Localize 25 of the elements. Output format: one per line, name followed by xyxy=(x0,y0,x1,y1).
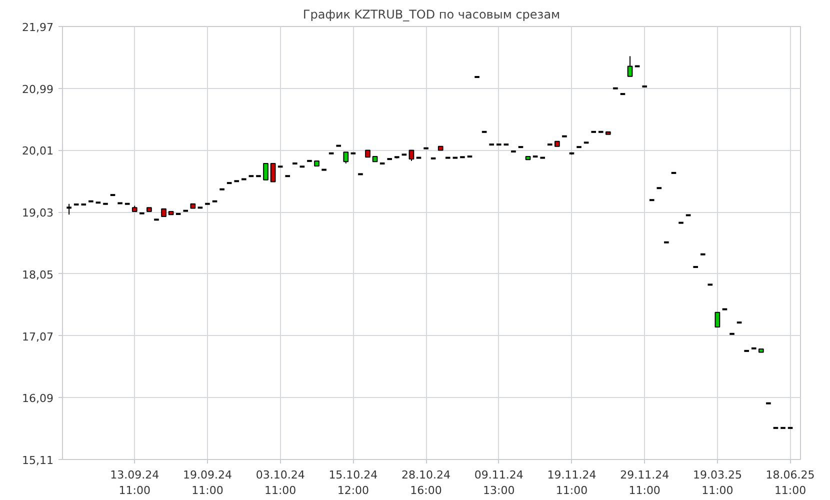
x-tick-label: 29.11.24 11:00 xyxy=(620,468,670,498)
y-tick-label: 21,97 xyxy=(22,21,54,34)
y-tick-label: 18,05 xyxy=(22,268,54,282)
x-tick-label: 15.10.24 12:00 xyxy=(328,468,378,498)
x-tick-label: 09.11.24 13:00 xyxy=(474,468,524,498)
y-tick-label: 16,09 xyxy=(22,392,54,406)
x-tick-label: 13.09.24 11:00 xyxy=(110,468,160,498)
candlestick xyxy=(270,162,276,182)
x-tick-label: 28.10.24 16:00 xyxy=(402,468,451,498)
candlestick xyxy=(714,312,720,328)
x-tick-label: 18.06.25 11:00 xyxy=(766,468,815,498)
candlestick xyxy=(408,150,414,162)
y-tick-label: 20,99 xyxy=(22,82,54,96)
y-tick-label: 20,01 xyxy=(22,144,54,158)
x-tick-label: 19.03.25 11:00 xyxy=(692,468,742,498)
chart-title: График KZTRUB_TOD по часовым срезам xyxy=(302,8,560,22)
y-tick-label: 17,07 xyxy=(22,330,54,344)
candlestick xyxy=(627,56,633,77)
x-tick-label: 19.11.24 11:00 xyxy=(547,468,596,498)
candlestick xyxy=(343,152,349,164)
x-tick-label: 03.10.24 11:00 xyxy=(256,468,305,498)
y-tick-label: 15,11 xyxy=(22,454,54,467)
x-tick-label: 19.09.24 11:00 xyxy=(182,468,232,498)
candlestick xyxy=(66,203,72,216)
y-tick-label: 19,03 xyxy=(22,206,54,220)
